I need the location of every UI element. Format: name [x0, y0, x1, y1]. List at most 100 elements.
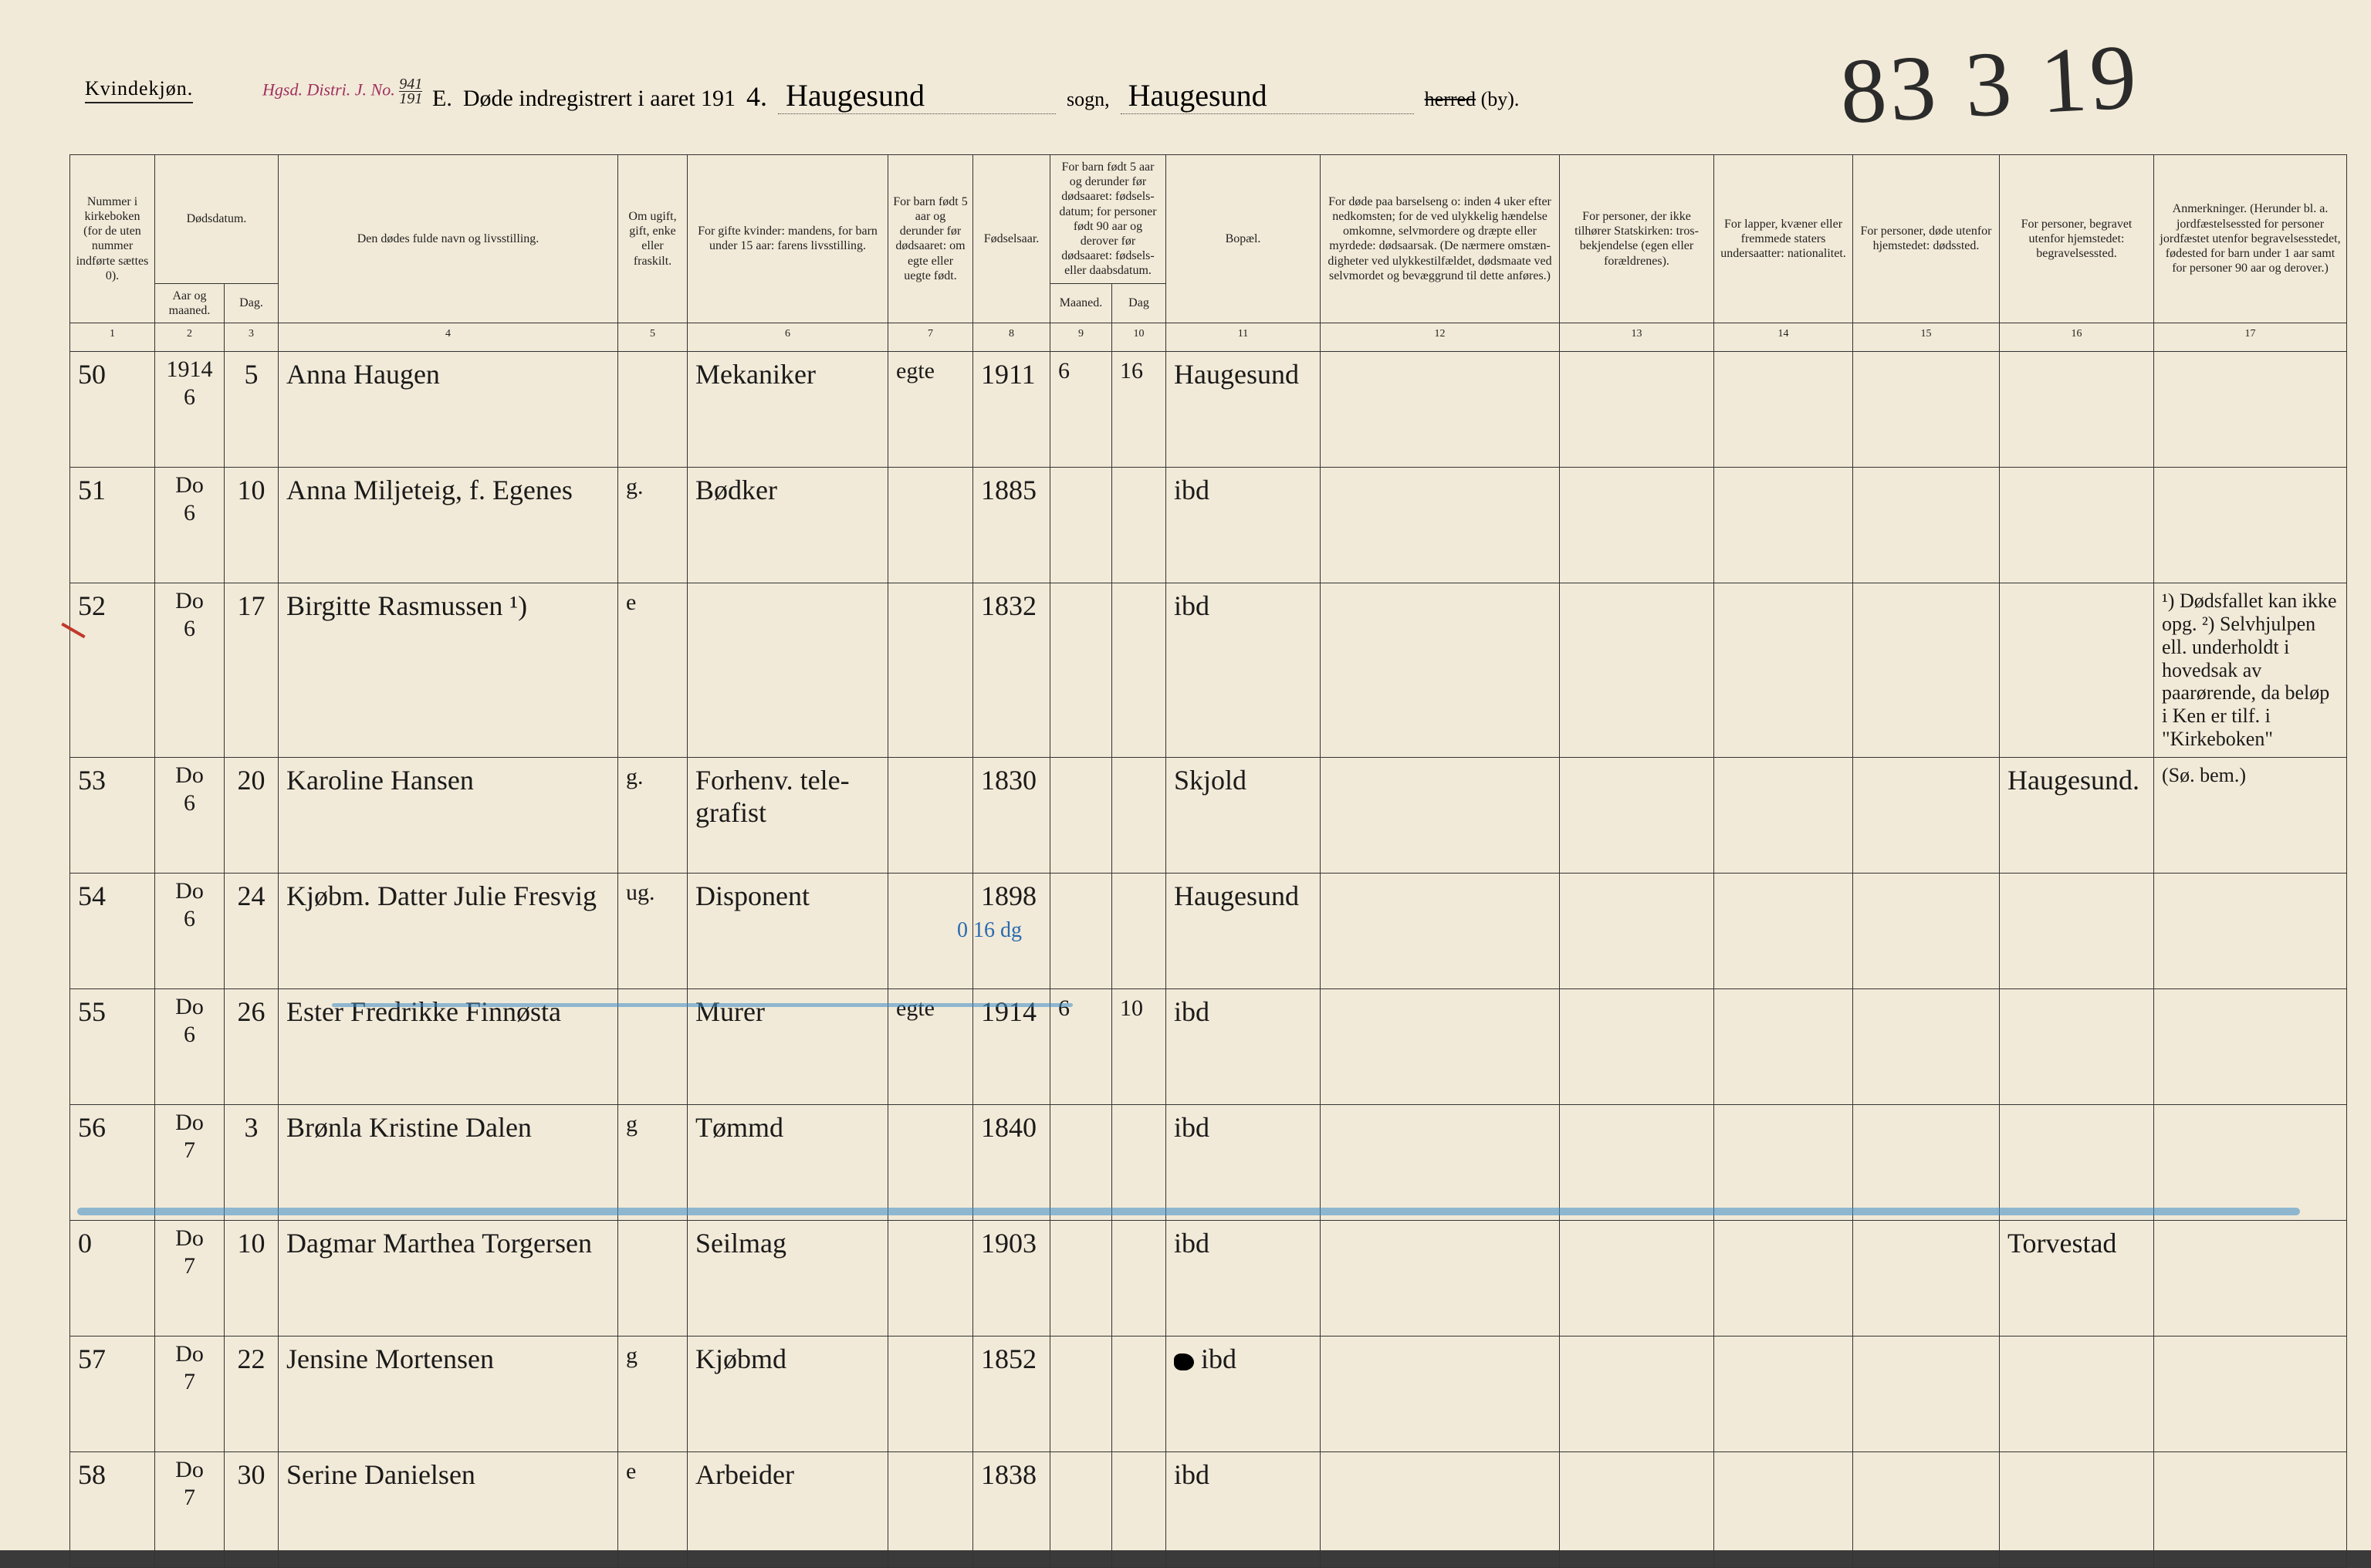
- cell-c12: [1321, 874, 1560, 989]
- cell-c16: [2000, 351, 2154, 467]
- colnum: 2: [155, 323, 225, 351]
- cell-birth-month: [1050, 467, 1112, 583]
- cell-birth-month: [1050, 758, 1112, 874]
- colnum: 7: [888, 323, 973, 351]
- cell-c16: Torvestad: [2000, 1221, 2154, 1337]
- colnum: 5: [618, 323, 688, 351]
- cell-name: Jensine Mortensen: [279, 1337, 618, 1452]
- cell-residence: ibd: [1166, 1337, 1321, 1452]
- th-8: Fødsels­aar.: [973, 155, 1050, 323]
- register-page: Kvindekjøn. Hgsd. Distri. J. No. 941 191…: [0, 0, 2371, 1550]
- cell-name: Anna Miljeteig, f. Egenes: [279, 467, 618, 583]
- sogn-label: sogn,: [1067, 88, 1110, 111]
- journal-prefix: Hgsd. Distri. J. No.: [262, 80, 395, 100]
- cell-row-no: 51: [70, 467, 155, 583]
- cell-c14: [1714, 1452, 1853, 1568]
- cell-residence: Skjold: [1166, 758, 1321, 874]
- cell-day: 10: [225, 1221, 279, 1337]
- table-row: 51Do610Anna Miljeteig, f. Egenesg.Bødker…: [70, 467, 2347, 583]
- colnum: 4: [279, 323, 618, 351]
- cell-c12: [1321, 1452, 1560, 1568]
- gender-label: Kvindekjøn.: [85, 77, 193, 103]
- cell-day: 30: [225, 1452, 279, 1568]
- cell-legit: [888, 758, 973, 874]
- th-12: For døde paa barselseng o: inden 4 uker …: [1321, 155, 1560, 323]
- cell-row-no: 52: [70, 583, 155, 757]
- th-4: Den dødes fulde navn og livsstilling.: [279, 155, 618, 323]
- cell-day: 3: [225, 1105, 279, 1221]
- cell-row-no: 57: [70, 1337, 155, 1452]
- th-17: Anmerkninger. (Herunder bl. a. jordfæste…: [2154, 155, 2347, 323]
- title-text: Døde indregistrert i aaret 191: [463, 86, 736, 112]
- cell-marital: g: [618, 1105, 688, 1221]
- cell-occupation: Forhenv. tele­grafist: [688, 758, 888, 874]
- cell-residence: ibd: [1166, 1452, 1321, 1568]
- cell-name: Birgitte Rasmussen ¹): [279, 583, 618, 757]
- column-number-row: 1 2 3 4 5 6 7 8 9 10 11 12 13 14 15 16 1…: [70, 323, 2347, 351]
- cell-year-month: Do7: [155, 1105, 225, 1221]
- cell-birth-day: [1112, 758, 1166, 874]
- cell-year-month: Do6: [155, 758, 225, 874]
- cell-birth-month: [1050, 1452, 1112, 1568]
- cell-day: 22: [225, 1337, 279, 1452]
- ink-blot-icon: [1174, 1353, 1194, 1370]
- cell-marital: ug.: [618, 874, 688, 989]
- colnum: 8: [973, 323, 1050, 351]
- cell-c13: [1560, 1105, 1714, 1221]
- cell-c12: [1321, 1337, 1560, 1452]
- cell-c13: [1560, 1337, 1714, 1452]
- cell-name: Kjøbm. Datter Julie Fresvig: [279, 874, 618, 989]
- journal-number-stamp: Hgsd. Distri. J. No. 941 191: [262, 77, 422, 106]
- death-register-table: Nummer i kirke­boken (for de uten nummer…: [69, 154, 2347, 1568]
- cell-c16: Haugesund.: [2000, 758, 2154, 874]
- cell-c14: [1714, 874, 1853, 989]
- cell-day: 26: [225, 989, 279, 1105]
- colnum: 1: [70, 323, 155, 351]
- cell-marital: g.: [618, 467, 688, 583]
- cell-year-month: Do6: [155, 874, 225, 989]
- title-letter: E.: [432, 86, 452, 112]
- cell-occupation: Kjøbmd: [688, 1337, 888, 1452]
- cell-c15: [1853, 874, 2000, 989]
- cell-residence: ibd: [1166, 1105, 1321, 1221]
- colnum: 6: [688, 323, 888, 351]
- cell-birth-year: 1911: [973, 351, 1050, 467]
- colnum: 14: [1714, 323, 1853, 351]
- table-body: 50191465Anna HaugenMekanikeregte1911616H…: [70, 351, 2347, 1567]
- cell-day: 17: [225, 583, 279, 757]
- th-9a: Maaned.: [1050, 283, 1112, 323]
- cell-residence: Haugesund: [1166, 874, 1321, 989]
- colnum: 9: [1050, 323, 1112, 351]
- cell-row-no: 58: [70, 1452, 155, 1568]
- cell-legit: egte: [888, 351, 973, 467]
- cell-c12: [1321, 758, 1560, 874]
- cell-row-no: 55: [70, 989, 155, 1105]
- th-2b: Dag.: [225, 283, 279, 323]
- cell-birth-year: 1840: [973, 1105, 1050, 1221]
- cell-c12: [1321, 467, 1560, 583]
- archive-big-number: 83 3 19: [1838, 23, 2143, 145]
- cell-legit: [888, 1221, 973, 1337]
- cell-birth-month: [1050, 1337, 1112, 1452]
- cell-remarks: [2154, 1221, 2347, 1337]
- cell-row-no: 53: [70, 758, 155, 874]
- cell-c14: [1714, 583, 1853, 757]
- cell-c14: [1714, 1105, 1853, 1221]
- cell-occupation: Disponent: [688, 874, 888, 989]
- colnum: 17: [2154, 323, 2347, 351]
- cell-year-month: 19146: [155, 351, 225, 467]
- colnum: 13: [1560, 323, 1714, 351]
- cell-c13: [1560, 1221, 1714, 1337]
- colnum: 10: [1112, 323, 1166, 351]
- th-9-top: For barn født 5 aar og der­under før død…: [1050, 155, 1166, 284]
- cell-remarks: [2154, 989, 2347, 1105]
- sogn-handwritten: Haugesund: [778, 77, 1056, 114]
- cell-birth-day: [1112, 1105, 1166, 1221]
- cell-c15: [1853, 351, 2000, 467]
- cell-legit: [888, 1105, 973, 1221]
- cell-marital: e: [618, 583, 688, 757]
- cell-name: Karoline Hansen: [279, 758, 618, 874]
- cell-c15: [1853, 467, 2000, 583]
- cell-c14: [1714, 1337, 1853, 1452]
- cell-name: Brønla Kristine Dalen: [279, 1105, 618, 1221]
